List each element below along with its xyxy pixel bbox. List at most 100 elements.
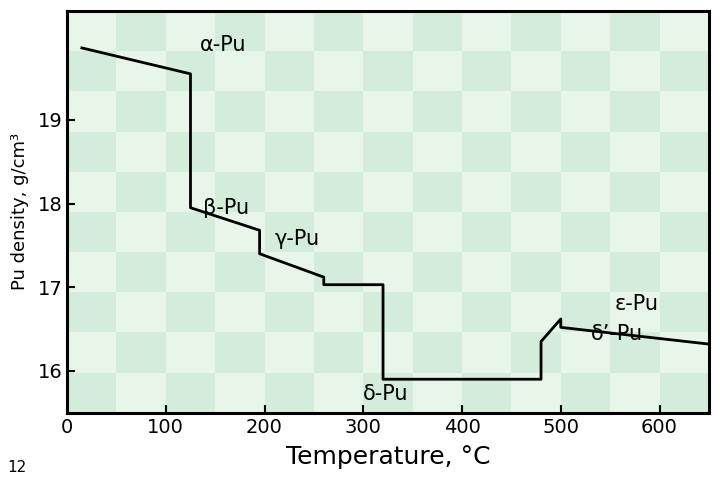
Bar bbox=[610, 51, 660, 91]
Bar bbox=[264, 132, 314, 172]
Bar bbox=[413, 172, 462, 212]
Bar bbox=[462, 292, 511, 332]
Bar bbox=[610, 332, 660, 372]
Bar bbox=[264, 51, 314, 91]
Text: 12: 12 bbox=[7, 460, 27, 475]
Bar bbox=[264, 212, 314, 252]
Bar bbox=[117, 292, 166, 332]
Bar bbox=[215, 132, 264, 172]
Bar bbox=[660, 292, 709, 332]
Bar bbox=[364, 292, 413, 332]
Bar bbox=[660, 332, 709, 372]
Bar bbox=[215, 51, 264, 91]
Bar bbox=[215, 292, 264, 332]
Bar bbox=[561, 292, 610, 332]
X-axis label: Temperature, °C: Temperature, °C bbox=[286, 445, 490, 469]
Bar bbox=[462, 212, 511, 252]
Bar bbox=[215, 332, 264, 372]
Bar bbox=[561, 11, 610, 51]
Bar bbox=[264, 11, 314, 51]
Bar bbox=[660, 212, 709, 252]
Bar bbox=[215, 212, 264, 252]
Bar bbox=[610, 172, 660, 212]
Bar bbox=[413, 332, 462, 372]
Bar bbox=[610, 252, 660, 292]
Bar bbox=[67, 252, 117, 292]
Bar bbox=[314, 172, 364, 212]
Bar bbox=[314, 51, 364, 91]
Bar bbox=[610, 11, 660, 51]
Bar bbox=[215, 172, 264, 212]
Bar bbox=[314, 132, 364, 172]
Bar bbox=[462, 51, 511, 91]
Bar bbox=[117, 172, 166, 212]
Bar bbox=[364, 51, 413, 91]
Text: δ-Pu: δ-Pu bbox=[364, 384, 409, 404]
Bar bbox=[67, 212, 117, 252]
Text: δ’-Pu: δ’-Pu bbox=[590, 324, 642, 344]
Bar bbox=[511, 292, 561, 332]
Bar bbox=[117, 132, 166, 172]
Bar bbox=[264, 332, 314, 372]
Bar bbox=[660, 172, 709, 212]
Bar bbox=[511, 51, 561, 91]
Bar bbox=[166, 91, 215, 132]
Bar bbox=[364, 91, 413, 132]
Bar bbox=[215, 91, 264, 132]
Bar bbox=[264, 292, 314, 332]
Bar bbox=[561, 91, 610, 132]
Bar bbox=[413, 91, 462, 132]
Bar bbox=[511, 11, 561, 51]
Bar bbox=[117, 212, 166, 252]
Bar bbox=[511, 252, 561, 292]
Bar bbox=[364, 372, 413, 413]
Bar bbox=[117, 91, 166, 132]
Bar bbox=[314, 292, 364, 332]
Bar bbox=[511, 172, 561, 212]
Bar bbox=[166, 172, 215, 212]
Bar bbox=[561, 51, 610, 91]
Bar bbox=[117, 51, 166, 91]
Bar bbox=[67, 332, 117, 372]
Bar bbox=[67, 11, 117, 51]
Bar bbox=[364, 11, 413, 51]
Bar bbox=[117, 332, 166, 372]
Bar bbox=[561, 332, 610, 372]
Bar bbox=[413, 292, 462, 332]
Bar bbox=[660, 252, 709, 292]
Bar bbox=[660, 51, 709, 91]
Bar bbox=[215, 372, 264, 413]
Bar bbox=[67, 132, 117, 172]
Y-axis label: Pu density, g/cm³: Pu density, g/cm³ bbox=[11, 133, 29, 290]
Bar bbox=[117, 252, 166, 292]
Bar bbox=[314, 212, 364, 252]
Bar bbox=[462, 372, 511, 413]
Bar bbox=[413, 212, 462, 252]
Bar bbox=[166, 332, 215, 372]
Bar bbox=[660, 11, 709, 51]
Bar bbox=[166, 11, 215, 51]
Bar bbox=[314, 332, 364, 372]
Bar bbox=[166, 51, 215, 91]
Bar bbox=[264, 172, 314, 212]
Bar bbox=[67, 292, 117, 332]
Bar bbox=[660, 91, 709, 132]
Bar bbox=[462, 11, 511, 51]
Bar bbox=[660, 132, 709, 172]
Bar bbox=[117, 11, 166, 51]
Bar bbox=[561, 212, 610, 252]
Bar bbox=[610, 372, 660, 413]
Bar bbox=[314, 11, 364, 51]
Bar bbox=[561, 132, 610, 172]
Text: α-Pu: α-Pu bbox=[200, 35, 247, 55]
Bar bbox=[413, 11, 462, 51]
Bar bbox=[215, 252, 264, 292]
Bar bbox=[166, 132, 215, 172]
Text: γ-Pu: γ-Pu bbox=[274, 229, 320, 250]
Bar bbox=[215, 11, 264, 51]
Bar bbox=[264, 91, 314, 132]
Bar bbox=[364, 332, 413, 372]
Bar bbox=[462, 332, 511, 372]
Bar bbox=[67, 172, 117, 212]
Bar bbox=[610, 91, 660, 132]
